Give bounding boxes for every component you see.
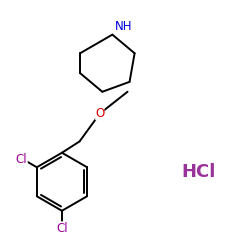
Text: NH: NH: [114, 20, 132, 32]
Text: Cl: Cl: [16, 152, 27, 166]
Text: Cl: Cl: [56, 222, 68, 235]
Text: HCl: HCl: [181, 163, 215, 181]
Text: O: O: [95, 107, 104, 120]
